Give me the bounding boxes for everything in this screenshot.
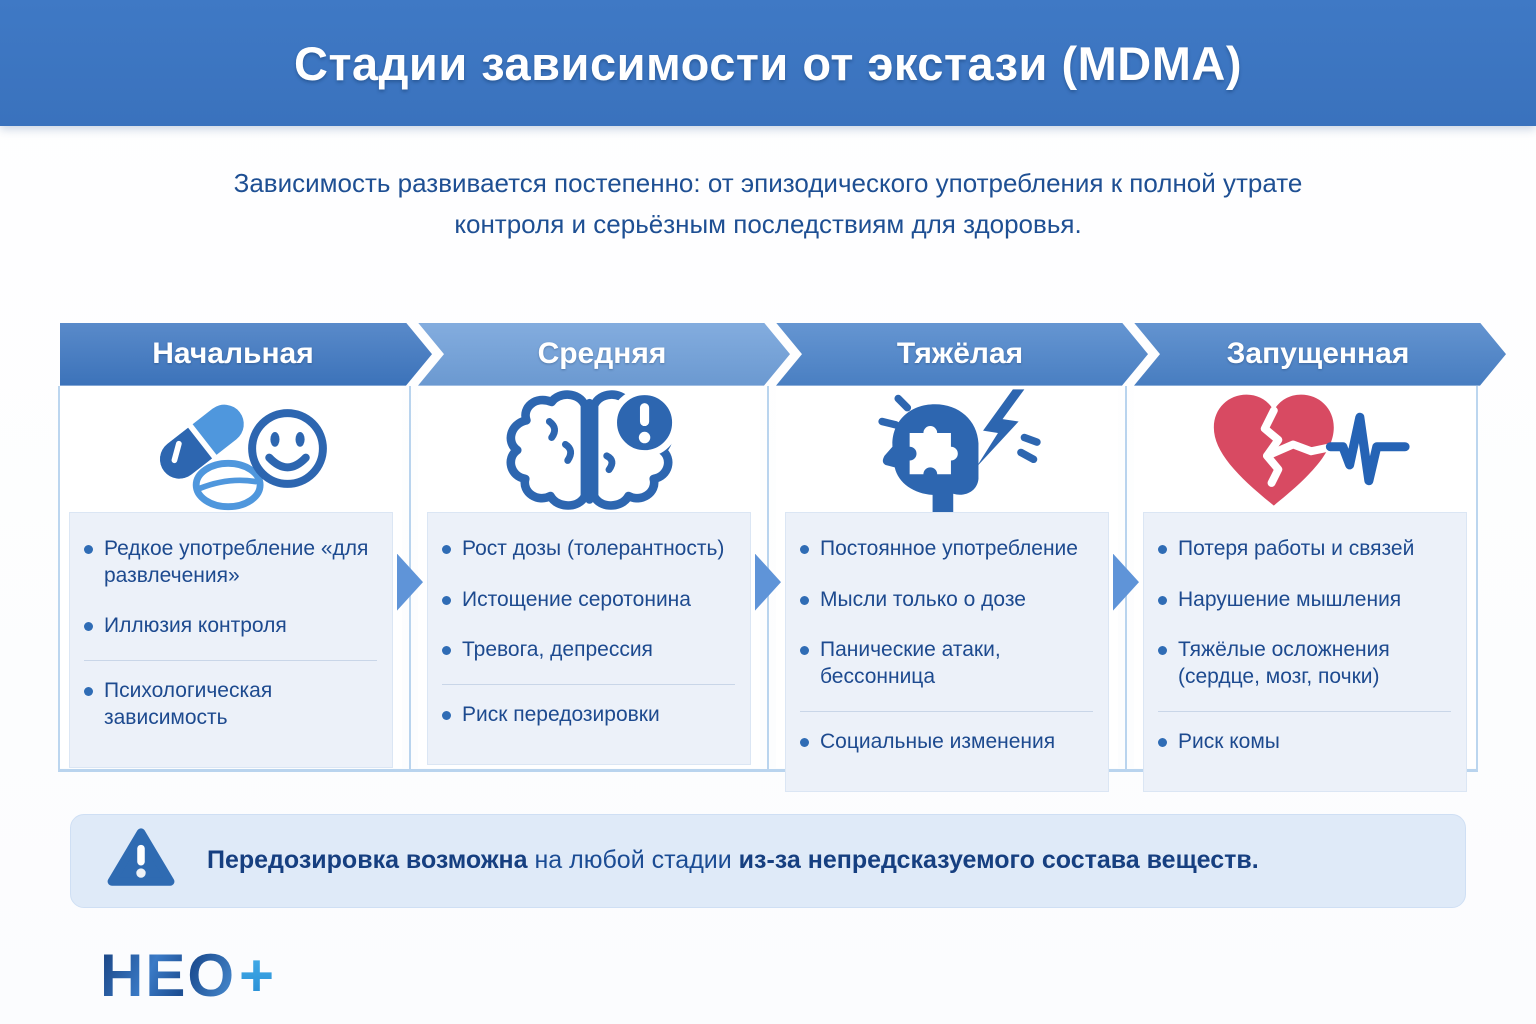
bullet-text: Иллюзия контроля bbox=[104, 614, 287, 638]
bullet-dot bbox=[1158, 544, 1167, 554]
bullet-item: Рост дозы (толерантность) bbox=[442, 536, 735, 563]
bullet-dot bbox=[84, 687, 93, 697]
bullet-item: Тревога, депрессия bbox=[442, 637, 735, 664]
warning-text-segment: Передозировка возможна bbox=[207, 846, 528, 875]
bullet-dot bbox=[1158, 646, 1167, 656]
pills-smiley-icon bbox=[60, 386, 402, 512]
bullet-text: Постоянное употребление bbox=[820, 536, 1078, 560]
bullet-item: Редкое употребление «для развлечения» bbox=[84, 536, 377, 590]
bullet-item: Иллюзия контроля bbox=[84, 613, 377, 640]
page-title: Стадии зависимости от экстази (MDMA) bbox=[294, 36, 1242, 90]
bullet-dot bbox=[84, 622, 93, 632]
bullet-dot bbox=[84, 544, 93, 554]
bullet-item: Мысли только о дозе bbox=[800, 587, 1093, 614]
bullet-dot bbox=[442, 595, 451, 605]
warning-text-segment: на любой стадии bbox=[527, 846, 739, 875]
bullet-text: Редкое употребление «для развлечения» bbox=[104, 536, 369, 587]
bullet-dot bbox=[800, 544, 809, 554]
bullet-text: Рост дозы (толерантность) bbox=[462, 536, 725, 560]
brand-logo: НЕО+ bbox=[100, 945, 1536, 1006]
bullet-item: Тяжёлые осложнения (сердце, мозг, почки) bbox=[1158, 637, 1451, 691]
stage-bullet-list: Рост дозы (толерантность) Истощение серот… bbox=[427, 511, 751, 766]
bullet-text: Потеря работы и связей bbox=[1178, 536, 1415, 560]
warning-triangle-icon bbox=[105, 826, 177, 895]
bullet-dot bbox=[442, 646, 451, 656]
bullet-item: Нарушение мышления bbox=[1158, 587, 1451, 614]
stage-column: Средняя Рост дозы (толерантность) Истощен… bbox=[409, 323, 781, 770]
stage-header: Начальная bbox=[60, 323, 432, 386]
bullet-text: Социальные изменения bbox=[820, 730, 1056, 754]
bullet-text: Психологическая зависимость bbox=[104, 679, 273, 730]
head-lightning-icon bbox=[776, 386, 1118, 513]
bullet-dot bbox=[1158, 595, 1167, 605]
bullet-dot bbox=[800, 738, 809, 748]
broken-heart-pulse-icon bbox=[1134, 386, 1476, 512]
bullet-text: Риск комы bbox=[1178, 730, 1280, 754]
bullet-text: Тяжёлые осложнения (сердце, мозг, почки) bbox=[1178, 638, 1390, 689]
bullet-item: Социальные изменения bbox=[800, 711, 1093, 756]
bullet-item: Постоянное употребление bbox=[800, 536, 1093, 563]
bullet-text: Нарушение мышления bbox=[1178, 587, 1402, 611]
bullet-text: Тревога, депрессия bbox=[462, 638, 653, 662]
stage-title: Тяжёлая bbox=[896, 336, 1024, 370]
brain-alert-icon bbox=[418, 386, 760, 512]
stages-row: Начальная Редкое употребление «для развл… bbox=[58, 323, 1478, 792]
stage-bullet-list: Постоянное употребление Мысли только о до… bbox=[785, 511, 1109, 792]
intro-text: Зависимость развивается постепенно: от э… bbox=[233, 168, 1303, 239]
bullet-item: Психологическая зависимость bbox=[84, 660, 377, 732]
bullet-item: Истощение серотонина bbox=[442, 587, 735, 614]
bullet-item: Потеря работы и связей bbox=[1158, 536, 1451, 563]
logo-text: НЕО bbox=[100, 941, 237, 1009]
warning-text: Передозировка возможна на любой стадии и… bbox=[207, 846, 1259, 875]
bullet-text: Мысли только о дозе bbox=[820, 587, 1026, 611]
header-bar: Стадии зависимости от экстази (MDMA) bbox=[0, 0, 1536, 126]
stage-column: Начальная Редкое употребление «для развл… bbox=[60, 323, 423, 768]
bullet-dot bbox=[800, 595, 809, 605]
warning-banner: Передозировка возможна на любой стадии и… bbox=[70, 813, 1466, 908]
bullet-dot bbox=[1158, 738, 1167, 748]
bullet-text: Риск передозировки bbox=[462, 703, 660, 727]
bullet-item: Риск передозировки bbox=[442, 684, 735, 729]
stage-header: Запущенная bbox=[1134, 323, 1506, 386]
stage-header: Тяжёлая bbox=[776, 323, 1148, 386]
bullet-item: Панические атаки, бессонница bbox=[800, 637, 1093, 691]
bullet-dot bbox=[442, 544, 451, 554]
bullet-text: Истощение серотонина bbox=[462, 587, 691, 611]
stage-title: Запущенная bbox=[1226, 336, 1410, 370]
bullet-item: Риск комы bbox=[1158, 711, 1451, 756]
stage-bullet-list: Потеря работы и связей Нарушение мышления… bbox=[1143, 511, 1467, 792]
bullet-dot bbox=[800, 646, 809, 656]
stage-bullet-list: Редкое употребление «для развлечения» Илл… bbox=[69, 511, 393, 768]
stage-column: Запущенная Потеря работы и связей Нарушен… bbox=[1125, 323, 1476, 792]
stage-title: Начальная bbox=[152, 336, 314, 370]
stage-title: Средняя bbox=[537, 336, 667, 370]
stage-card: Потеря работы и связей Нарушение мышления… bbox=[1134, 385, 1476, 792]
logo-plus-icon: + bbox=[239, 941, 277, 1009]
stage-card: Рост дозы (толерантность) Истощение серот… bbox=[418, 385, 760, 768]
warning-text-segment: из-за непредсказуемого состава веществ. bbox=[738, 846, 1259, 875]
bullet-dot bbox=[442, 711, 451, 721]
stage-header: Средняя bbox=[418, 323, 790, 386]
stage-card: Постоянное употребление Мысли только о до… bbox=[776, 385, 1118, 792]
stage-column: Тяжёлая Постоянное употребление Мысли тол… bbox=[767, 323, 1139, 792]
bullet-text: Панические атаки, бессонница bbox=[820, 638, 1001, 689]
stage-card: Редкое употребление «для развлечения» Илл… bbox=[60, 385, 402, 768]
